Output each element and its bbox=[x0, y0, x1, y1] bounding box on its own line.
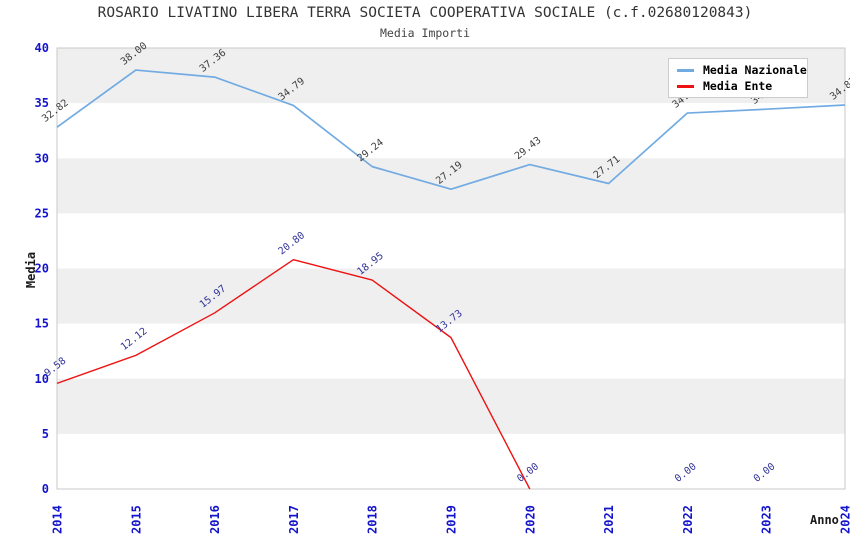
y-tick-label: 15 bbox=[35, 317, 49, 331]
chart-title: ROSARIO LIVATINO LIBERA TERRA SOCIETA CO… bbox=[97, 5, 753, 21]
grid-band bbox=[57, 268, 845, 324]
y-tick-label: 5 bbox=[42, 427, 49, 441]
y-tick-label: 35 bbox=[35, 96, 49, 110]
x-tick-label: 2022 bbox=[681, 505, 695, 534]
y-tick-label: 30 bbox=[35, 151, 49, 165]
series-line-media-nazionale bbox=[56, 69, 846, 191]
plot-border bbox=[56, 47, 846, 490]
x-tick-label: 2019 bbox=[445, 505, 459, 534]
chart-subtitle: Media Importi bbox=[379, 26, 470, 40]
legend-label-media-ente: Media Ente bbox=[703, 79, 773, 93]
x-tick-label: 2014 bbox=[51, 505, 65, 534]
y-tick-label: 10 bbox=[35, 372, 49, 386]
legend-swatch-nazionale-line bbox=[677, 68, 694, 72]
x-tick-label: 2016 bbox=[208, 505, 222, 534]
grid-band bbox=[57, 158, 845, 214]
series-line-media-ente bbox=[56, 258, 531, 490]
x-tick-label: 2024 bbox=[839, 505, 850, 534]
x-tick-label: 2021 bbox=[602, 505, 616, 534]
legend-swatch-ente-line bbox=[677, 84, 694, 88]
legend: Media Nazionale Media Ente bbox=[668, 58, 808, 98]
y-tick-label: 20 bbox=[35, 262, 49, 276]
x-tick-label: 2017 bbox=[287, 505, 301, 534]
legend-item-media-ente: Media Ente bbox=[677, 79, 799, 93]
y-tick-label: 40 bbox=[35, 41, 49, 55]
x-tick-label: 2018 bbox=[366, 505, 380, 534]
x-tick-label: 2023 bbox=[760, 505, 774, 534]
x-tick-label: 2015 bbox=[129, 505, 143, 534]
y-tick-label: 0 bbox=[42, 482, 49, 496]
grid-band bbox=[57, 378, 845, 434]
x-axis-title: Anno bbox=[810, 513, 839, 527]
legend-label-media-nazionale: Media Nazionale bbox=[703, 63, 807, 77]
y-axis-title: Media bbox=[24, 251, 38, 289]
y-tick-label: 25 bbox=[35, 206, 49, 220]
legend-item-media-nazionale: Media Nazionale bbox=[677, 63, 807, 77]
x-tick-label: 2020 bbox=[523, 505, 537, 534]
